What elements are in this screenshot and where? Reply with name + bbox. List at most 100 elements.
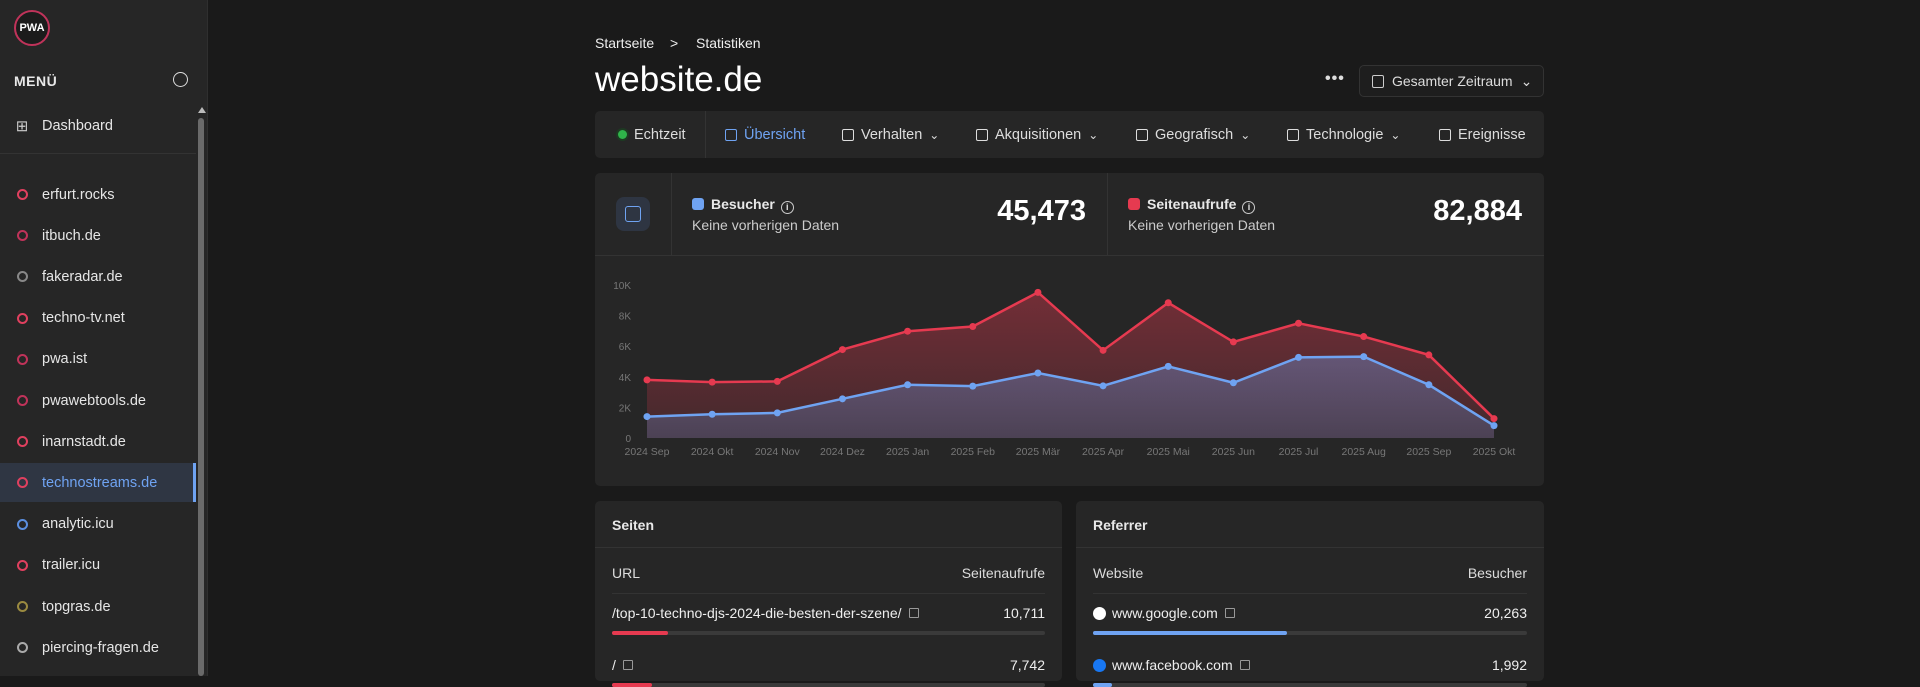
pw-icon [14,351,30,367]
target-icon [1439,128,1451,141]
info-icon[interactable]: i [1242,201,1256,214]
data-point[interactable] [708,410,716,418]
external-link-icon[interactable] [1224,608,1235,618]
data-point[interactable] [838,346,846,354]
data-point[interactable] [904,381,912,389]
tab-echtzeit[interactable]: Echtzeit [618,111,686,158]
table-row-label[interactable]: /top-10-techno-djs-2024-die-besten-der-s… [612,605,919,621]
table-row-label[interactable]: www.facebook.com [1093,657,1250,673]
column-header-url[interactable]: URL [612,565,641,581]
column-header-website[interactable]: Website [1093,565,1144,581]
tab-label: Echtzeit [634,126,686,143]
visitors-value: 45,473 [997,195,1086,227]
sidebar-item-label: Dashboard [42,117,113,134]
x-tick-label: 2025 Mär [1016,446,1061,458]
divider [1107,173,1108,255]
heart-arrow-icon [14,310,30,326]
sidebar-item-site[interactable]: analytic.icu [0,505,196,544]
data-point[interactable] [708,378,716,386]
sidebar-item-label: technostreams.de [42,474,158,491]
series-area-besucher [647,356,1494,438]
sidebar-item-dashboard[interactable]: ⊞ Dashboard [0,106,196,145]
sidebar-item-site[interactable]: trailer.icu [0,546,196,585]
sidebar-item-site[interactable]: fakeradar.de [0,257,196,296]
card-title: Referrer [1093,517,1148,533]
data-point[interactable] [1164,299,1172,307]
data-point[interactable] [969,322,977,330]
data-point[interactable] [838,395,846,403]
sidebar-item-site[interactable]: pwa.ist [0,340,196,379]
data-point[interactable] [1229,379,1237,387]
logo[interactable]: PWA [14,10,50,46]
live-dot-icon [618,130,627,139]
grid-icon: ⊞ [15,117,29,135]
tab-verhalten[interactable]: Verhalten ⌄ [842,111,939,158]
sidebar-item-site[interactable]: techno-tv.net [0,299,196,338]
data-point[interactable] [1034,369,1042,377]
external-link-icon[interactable] [1239,660,1250,670]
y-tick-label: 4K [619,373,632,384]
row-label: www.google.com [1112,605,1218,621]
tab-akquisitionen[interactable]: Akquisitionen ⌄ [976,111,1098,158]
column-header-visitors[interactable]: Besucher [1467,565,1527,581]
data-point[interactable] [1360,333,1368,341]
sidebar-item-site[interactable]: topgras.de [0,587,196,626]
divider [1093,593,1527,594]
grass-icon [14,599,30,615]
data-point[interactable] [773,409,781,417]
tab-technologie[interactable]: Technologie ⌄ [1287,111,1400,158]
x-tick-label: 2025 Jul [1279,446,1319,458]
data-point[interactable] [1229,338,1237,346]
tab-übersicht[interactable]: Übersicht [725,111,805,158]
external-link-icon[interactable] [908,608,919,618]
x-tick-label: 2025 Jan [886,446,929,458]
data-point[interactable] [773,377,781,385]
info-icon[interactable]: i [780,201,794,214]
play-circle-icon [14,269,30,285]
external-link-icon[interactable] [622,660,633,670]
x-tick-label: 2024 Nov [755,446,801,458]
data-point[interactable] [643,413,651,421]
sidebar-item-site[interactable]: technostreams.de [0,463,196,503]
sidebar-item-label: fakeradar.de [42,268,123,285]
sidebar-item-site[interactable]: inarnstadt.de [0,422,196,461]
data-point[interactable] [969,382,977,390]
table-row-label[interactable]: www.google.com [1093,605,1235,621]
data-point[interactable] [1425,381,1433,389]
data-point[interactable] [1360,353,1368,361]
chart-icon [725,128,737,141]
map-icon [1136,128,1148,141]
scroll-up-arrow[interactable] [198,107,206,113]
sidebar: PWA MENÜ ⊞ Dashboard erfurt.rocks itbuch.… [0,0,208,676]
tab-geografisch[interactable]: Geografisch ⌄ [1136,111,1250,158]
data-point[interactable] [1099,346,1107,354]
table-row-label[interactable]: / [612,657,633,673]
data-point[interactable] [1295,353,1303,361]
data-point[interactable] [1490,415,1498,423]
tab-ereignisse[interactable]: Ereignisse [1439,111,1526,158]
facebook-icon [1093,659,1106,672]
sidebar-item-site[interactable]: erfurt.rocks [0,175,196,214]
more-options-button[interactable]: ••• [1325,70,1345,87]
data-point[interactable] [1490,422,1498,430]
layout-icon [842,128,854,141]
visitors-pageviews-chart: 0 2K 4K 6K 8K 10K 2024 Sep 2024 Okt 2024 Nov 2024… [613,281,1515,458]
breadcrumb-home[interactable]: Startseite [595,35,655,51]
data-point[interactable] [643,376,651,384]
sidebar-item-site[interactable]: pwawebtools.de [0,381,196,420]
column-header-pageviews[interactable]: Seitenaufrufe [961,565,1045,581]
data-point[interactable] [904,327,912,335]
theme-palette-icon[interactable] [173,72,188,87]
data-point[interactable] [1034,288,1042,296]
sidebar-item-site[interactable]: piercing-fragen.de [0,628,196,667]
sidebar-scrollbar[interactable] [198,118,204,676]
divider [612,593,1045,594]
visitors-label: Besucher i [692,196,794,214]
data-point[interactable] [1425,351,1433,359]
y-tick-label: 8K [619,312,632,323]
data-point[interactable] [1295,319,1303,327]
data-point[interactable] [1164,362,1172,370]
data-point[interactable] [1099,382,1107,390]
date-range-select[interactable]: Gesamter Zeitraum ⌄ [1359,65,1544,97]
sidebar-item-site[interactable]: itbuch.de [0,216,196,255]
